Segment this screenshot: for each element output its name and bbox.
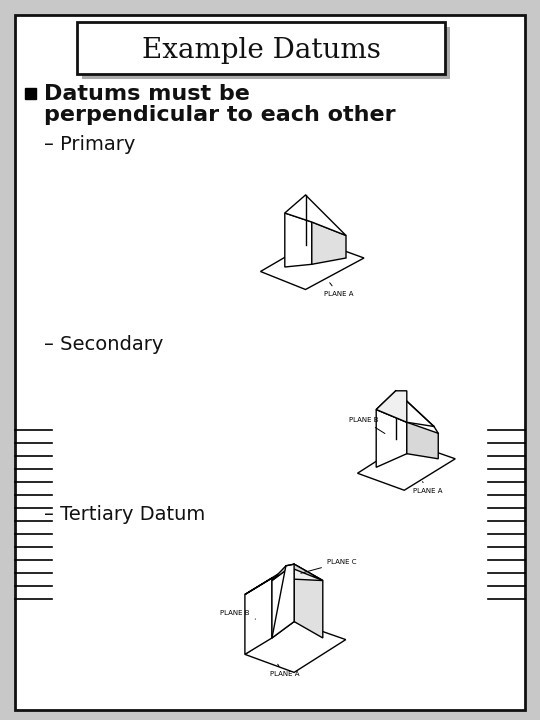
Polygon shape [272,564,294,638]
Polygon shape [376,391,434,426]
Text: PLANE A: PLANE A [413,482,442,494]
Polygon shape [245,578,272,654]
Text: PLANE B: PLANE B [349,418,385,433]
Text: Datums must be: Datums must be [44,84,250,104]
Polygon shape [376,391,407,422]
Text: PLANE C: PLANE C [301,559,356,573]
Text: – Secondary: – Secondary [44,336,164,354]
Polygon shape [272,564,294,638]
Text: PLANE A: PLANE A [323,283,353,297]
Polygon shape [245,564,323,595]
Polygon shape [407,422,438,459]
Text: – Tertiary Datum: – Tertiary Datum [44,505,205,524]
FancyBboxPatch shape [77,22,445,74]
FancyBboxPatch shape [15,15,525,710]
FancyBboxPatch shape [82,27,450,79]
Polygon shape [294,564,323,638]
Text: PLANE A: PLANE A [269,665,299,678]
Polygon shape [376,410,407,467]
Text: Example Datums: Example Datums [141,37,381,63]
Polygon shape [285,195,346,235]
Text: – Primary: – Primary [44,135,136,155]
Polygon shape [312,222,346,264]
Polygon shape [260,240,364,289]
Bar [25,88,36,99]
Polygon shape [272,564,323,580]
Polygon shape [357,442,455,490]
Polygon shape [285,213,312,267]
Text: PLANE B: PLANE B [220,610,255,619]
Polygon shape [245,621,346,672]
Text: perpendicular to each other: perpendicular to each other [44,105,396,125]
